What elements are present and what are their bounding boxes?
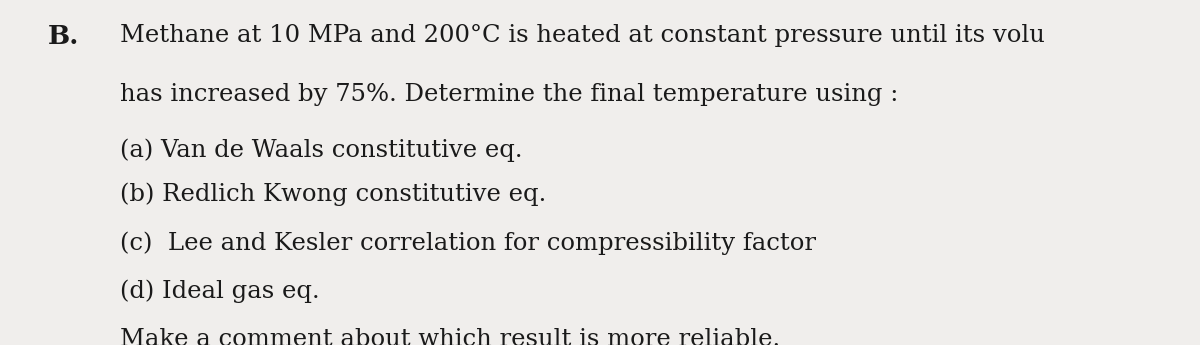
Text: Methane at 10 MPa and 200°C is heated at constant pressure until its volu: Methane at 10 MPa and 200°C is heated at… [120, 24, 1045, 47]
Text: has increased by 75%. Determine the final temperature using :: has increased by 75%. Determine the fina… [120, 83, 899, 106]
Text: B.: B. [48, 24, 79, 49]
Text: (b) Redlich Kwong constitutive eq.: (b) Redlich Kwong constitutive eq. [120, 183, 546, 206]
Text: (d) Ideal gas eq.: (d) Ideal gas eq. [120, 279, 319, 303]
Text: Make a comment about which result is more reliable.: Make a comment about which result is mor… [120, 328, 780, 345]
Text: (a) Van de Waals constitutive eq.: (a) Van de Waals constitutive eq. [120, 138, 522, 161]
Text: (c)  Lee and Kesler correlation for compressibility factor: (c) Lee and Kesler correlation for compr… [120, 231, 816, 255]
